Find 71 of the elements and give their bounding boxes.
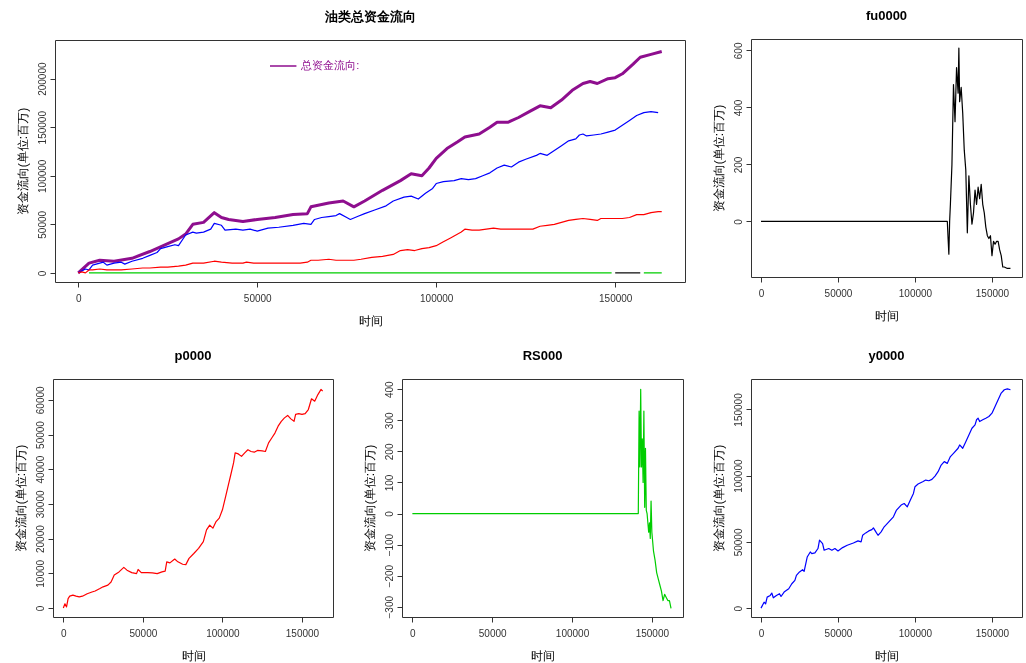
y-axis-title: 资金流向(单位:百万): [711, 104, 726, 213]
line-series: [77, 111, 659, 274]
y-tick-label: 20000: [34, 524, 46, 553]
y-tick-label: 600: [732, 42, 744, 60]
legend-label: 总资金流向:: [300, 59, 360, 71]
y-tick-label: 200000: [36, 62, 48, 96]
chart-title: 油类总资金流向: [323, 9, 416, 24]
y-axis-title: 资金流向(单位:百万): [711, 444, 726, 553]
x-tick-label: 0: [75, 292, 82, 304]
y-tick-label: 150000: [732, 392, 744, 427]
line-series: [76, 49, 664, 275]
x-tick-label: 50000: [478, 627, 508, 639]
line-series: [760, 388, 1012, 609]
x-axis-title: 时间: [358, 313, 383, 328]
y-tick-label: 0: [732, 218, 744, 225]
y-tick-label: 100000: [732, 459, 744, 493]
x-tick-label: 100000: [898, 627, 933, 639]
y-tick-label: 0: [732, 605, 744, 612]
y-tick-label: 0: [34, 605, 46, 612]
x-tick-label: 0: [410, 627, 417, 639]
x-tick-label: 100000: [555, 627, 590, 639]
y-tick-label: 0: [36, 270, 48, 277]
x-tick-label: 50000: [129, 627, 158, 639]
chart-title: p0000: [174, 348, 212, 363]
chart-title: RS000: [522, 348, 563, 363]
y-tick-label: 400: [383, 380, 395, 399]
x-tick-label: 50000: [824, 627, 853, 639]
x-axis-title: 时间: [181, 648, 206, 663]
line-series: [411, 388, 672, 609]
x-axis-title: 时间: [531, 648, 555, 663]
x-axis-title: 时间: [875, 308, 899, 323]
y-tick-label: 50000: [34, 420, 46, 449]
chart-title: y0000: [868, 348, 905, 363]
y-tick-label: 150000: [36, 110, 48, 145]
y-tick-label: −300: [383, 595, 395, 619]
x-tick-label: 150000: [975, 287, 1010, 299]
x-tick-label: 100000: [206, 627, 241, 639]
x-tick-label: 150000: [599, 292, 633, 304]
y-tick-label: 10000: [34, 559, 46, 588]
x-tick-label: 100000: [898, 287, 933, 299]
x-tick-label: 0: [758, 287, 765, 299]
y-tick-label: 300: [383, 412, 395, 430]
y-axis-title: 资金流向(单位:百万): [15, 107, 30, 216]
x-tick-label: 150000: [635, 627, 670, 639]
y-tick-label: 400: [732, 99, 744, 117]
y-tick-label: 200: [383, 443, 395, 461]
x-tick-label: 150000: [975, 627, 1010, 639]
y-axis-title: 资金流向(单位:百万): [362, 444, 377, 553]
x-tick-label: 0: [758, 627, 765, 639]
x-axis-title: 时间: [875, 648, 899, 663]
x-tick-label: 150000: [285, 627, 320, 639]
line-series: [77, 211, 663, 274]
y-tick-label: −200: [383, 564, 395, 588]
y-tick-label: 40000: [34, 455, 46, 484]
y-tick-label: −100: [383, 533, 395, 557]
line-series: [760, 47, 1012, 270]
y-tick-label: 0: [383, 510, 395, 517]
x-tick-label: 50000: [243, 292, 273, 304]
line-series: [62, 388, 324, 609]
y-tick-label: 200: [732, 156, 744, 174]
y-axis-title: 资金流向(单位:百万): [13, 444, 28, 553]
y-tick-label: 30000: [34, 490, 46, 519]
x-tick-label: 100000: [420, 292, 454, 304]
x-tick-label: 50000: [824, 287, 853, 299]
y-tick-label: 60000: [34, 385, 46, 415]
y-tick-label: 100: [383, 474, 395, 492]
y-tick-label: 50000: [732, 528, 744, 557]
y-tick-label: 50000: [36, 210, 48, 239]
chart-title: fu0000: [865, 8, 908, 23]
y-tick-label: 100000: [36, 159, 48, 193]
x-tick-label: 0: [61, 627, 68, 639]
